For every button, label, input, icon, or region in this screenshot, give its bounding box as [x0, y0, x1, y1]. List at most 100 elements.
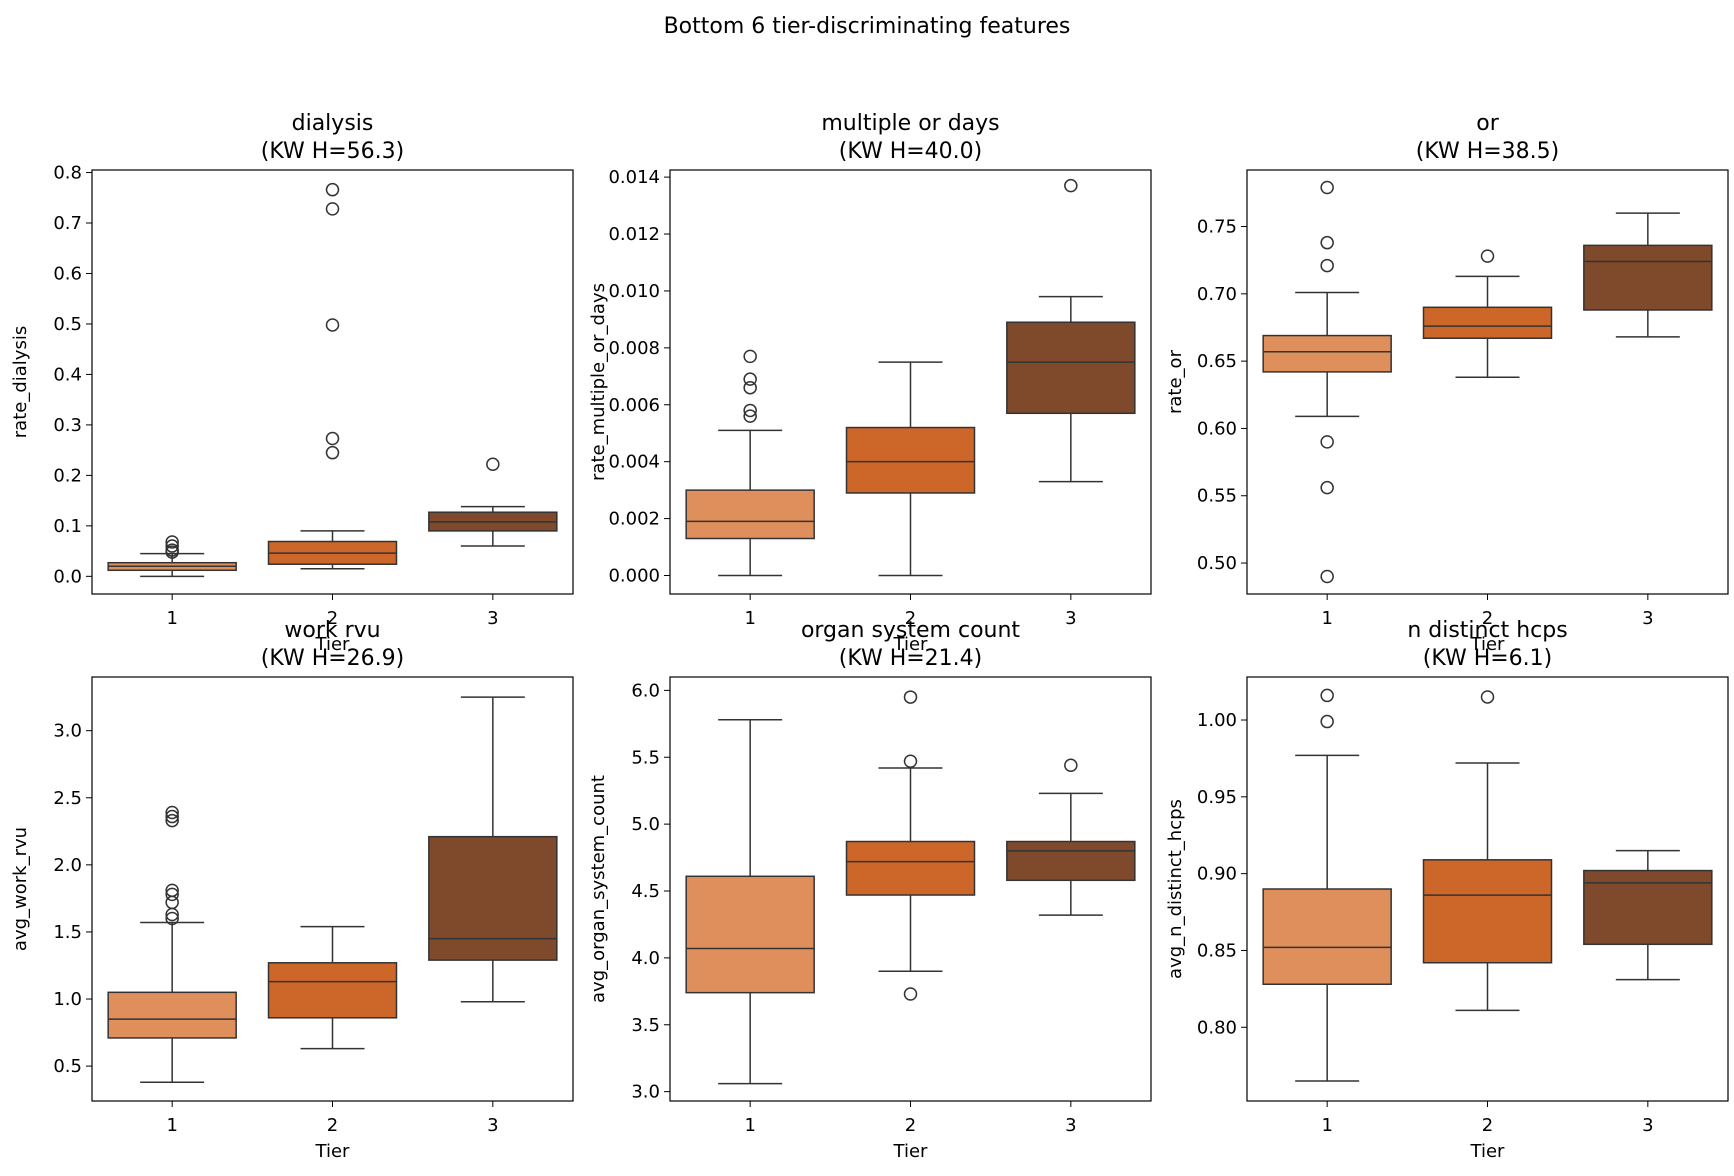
box-body: [685, 489, 815, 540]
x-tick-label: 3: [487, 608, 498, 629]
panel-4: work rvu (KW H=26.9) 0.5 1.0 1.5 2.0 2.5 3.0 1 2 3…: [10, 618, 574, 1162]
panel-title-line2: (KW H=21.4): [839, 646, 983, 671]
box-tier-2: [845, 361, 976, 577]
panel-title-line2: (KW H=6.1): [1423, 646, 1553, 671]
x-axis-label: Tier: [315, 1141, 351, 1162]
box-tier-2: [267, 925, 398, 1050]
outlier-point: [1320, 235, 1334, 250]
x-tick-label: 2: [327, 608, 338, 629]
y-tick-label: 0.50: [1197, 553, 1237, 574]
outlier-point: [165, 887, 179, 902]
box-body: [1583, 244, 1713, 311]
panel-title-line2: (KW H=40.0): [839, 139, 983, 164]
outlier-point: [743, 380, 757, 395]
panel-3: or (KW H=38.5) 0.50 0.55 0.60 0.65 0.70 0.75 1 2 3…: [1165, 111, 1729, 655]
panel-1: dialysis (KW H=56.3) 0.0 0.1 0.2 0.3 0.4 0.5 0.6…: [10, 111, 574, 655]
outlier-point: [325, 445, 340, 460]
outlier-point: [325, 318, 340, 332]
y-tick-label: 0.90: [1197, 864, 1237, 885]
box-body: [1422, 306, 1553, 340]
outlier-point: [1320, 258, 1334, 273]
outlier-point: [903, 754, 918, 769]
y-tick-label: 0.85: [1197, 940, 1237, 961]
y-axis-label: avg_work_rvu: [10, 827, 31, 951]
y-tick-label: 0.55: [1197, 486, 1237, 507]
panel-2: multiple or days (KW H=40.0) 0.000 0.002 0.0…: [588, 111, 1152, 655]
axes-frame: [91, 169, 574, 595]
x-tick-label: 2: [905, 608, 916, 629]
x-tick-label: 1: [1321, 1115, 1332, 1136]
outlier-point: [1064, 758, 1078, 773]
outlier-point: [165, 911, 179, 926]
box-body: [1006, 321, 1136, 415]
outlier-point: [1320, 714, 1334, 729]
box-tier-3: [1583, 849, 1713, 981]
y-tick-label: 3.0: [53, 721, 82, 742]
box-tier-1: [1262, 180, 1392, 584]
x-tick-label: 3: [487, 1115, 498, 1136]
x-axis-label: Tier: [315, 634, 351, 655]
outlier-point: [165, 535, 179, 549]
box-body: [428, 835, 558, 961]
x-tick-label: 2: [1482, 1115, 1493, 1136]
x-tick-label: 1: [744, 608, 755, 629]
box-tier-3: [1583, 212, 1713, 338]
outlier-point: [1320, 180, 1334, 195]
panel-title-line2: (KW H=38.5): [1416, 139, 1560, 164]
y-tick-label: 0.5: [53, 1056, 82, 1077]
box-tier-1: [685, 349, 815, 577]
axes-frame: [1246, 676, 1729, 1102]
outlier-point: [1480, 690, 1495, 704]
figure-title: Bottom 6 tier-discriminating features: [664, 14, 1071, 39]
x-tick-label: 3: [1065, 608, 1076, 629]
y-tick-label: 1.0: [53, 989, 82, 1010]
outlier-point: [165, 813, 179, 828]
x-tick-label: 2: [1482, 608, 1493, 629]
box-tier-1: [685, 719, 815, 1085]
outlier-point: [1064, 178, 1078, 193]
y-tick-label: 0.2: [53, 465, 82, 486]
box-body: [1262, 888, 1392, 985]
outlier-point: [1320, 435, 1334, 449]
box-body: [1262, 334, 1392, 373]
panel-title-line2: (KW H=56.3): [261, 139, 405, 164]
x-tick-label: 3: [1065, 1115, 1076, 1136]
panel-title-line1: multiple or days: [821, 111, 999, 136]
y-tick-label: 0.3: [53, 415, 82, 436]
y-tick-label: 5.5: [631, 747, 660, 768]
axes-frame: [91, 676, 574, 1102]
y-axis-label: rate_or: [1165, 349, 1186, 414]
outlier-point: [903, 690, 918, 704]
y-tick-label: 0.010: [608, 281, 660, 302]
x-tick-label: 2: [327, 1115, 338, 1136]
box-body: [267, 962, 398, 1019]
outlier-point: [743, 349, 757, 364]
panel-title-line1: n distinct hcps: [1407, 618, 1567, 643]
panels: dialysis (KW H=56.3) 0.0 0.1 0.2 0.3 0.4 0.5 0.6…: [10, 111, 1729, 1162]
outlier-point: [1320, 480, 1334, 495]
y-axis-label: avg_organ_system_count: [588, 775, 609, 1003]
panel-title-line1: work rvu: [284, 618, 380, 643]
outlier-point: [325, 182, 340, 197]
y-tick-label: 0.70: [1197, 284, 1237, 305]
box-tier-1: [107, 805, 237, 1083]
box-body: [845, 840, 976, 896]
y-tick-label: 0.004: [608, 452, 660, 473]
y-tick-label: 0.8: [53, 163, 82, 184]
x-tick-label: 1: [166, 1115, 177, 1136]
outlier-point: [743, 403, 757, 418]
x-tick-label: 3: [1642, 608, 1653, 629]
y-tick-label: 0.000: [608, 566, 660, 587]
y-tick-label: 4.5: [631, 881, 660, 902]
y-axis-label: rate_multiple_or_days: [588, 283, 609, 481]
y-tick-label: 3.0: [631, 1082, 660, 1103]
y-tick-label: 0.65: [1197, 351, 1237, 372]
y-axis-label: rate_dialysis: [10, 326, 31, 438]
box-tier-2: [267, 182, 398, 570]
y-tick-label: 0.7: [53, 213, 82, 234]
panel-title-line2: (KW H=26.9): [261, 646, 405, 671]
x-tick-label: 3: [1642, 1115, 1653, 1136]
box-tier-1: [107, 535, 237, 578]
